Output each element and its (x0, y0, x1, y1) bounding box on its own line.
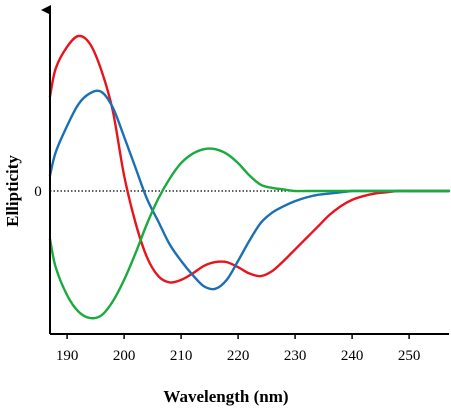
x-axis-title: Wavelength (nm) (163, 387, 288, 406)
x-tick-label: 250 (398, 348, 421, 364)
x-tick-label: 200 (113, 348, 136, 364)
y-ticks: 0 (34, 184, 42, 200)
y-axis-title: Ellipticity (3, 155, 22, 227)
x-tick-label: 210 (170, 348, 193, 364)
x-tick-label: 240 (341, 348, 364, 364)
y-tick-label: 0 (34, 184, 42, 200)
x-tick-label: 230 (284, 348, 307, 364)
series-line-green (48, 147, 451, 320)
x-tick-label: 190 (56, 348, 79, 364)
plot-area (48, 34, 451, 320)
x-tick-label: 220 (227, 348, 250, 364)
x-ticks: 190 200 210 220 230 240 250 (56, 334, 421, 364)
series-line-red (48, 34, 451, 284)
